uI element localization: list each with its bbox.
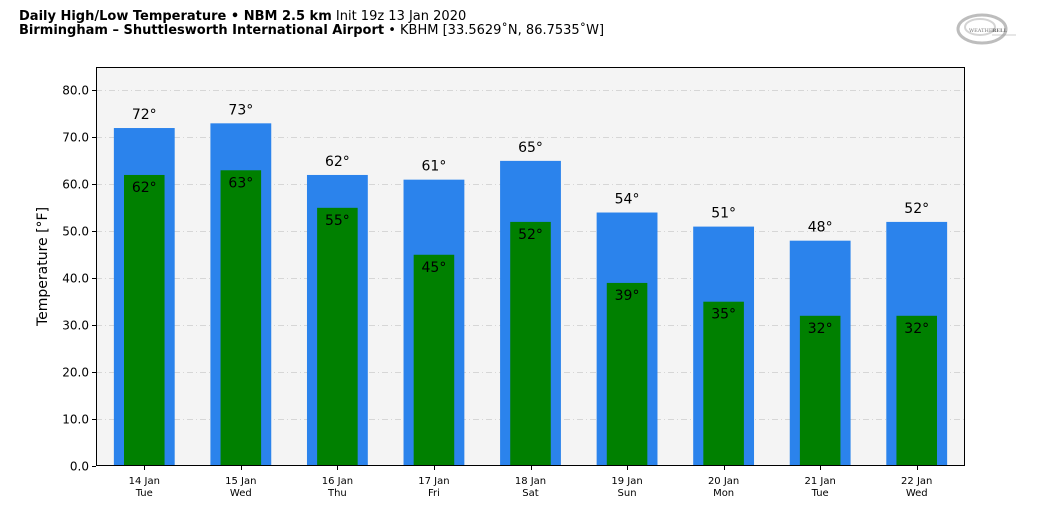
y-tick-label: 40.0 [62, 272, 89, 286]
low-temp-bar [220, 170, 262, 467]
low-temp-label: 32° [904, 321, 929, 337]
y-tick-label: 0.0 [70, 460, 89, 474]
low-temp-label: 39° [615, 288, 640, 304]
low-temp-label: 62° [132, 180, 157, 196]
x-tick-day-label: Fri [428, 488, 440, 499]
data-labels: 72° 62° 73° 63° 62° 55° 61° 45° 65° 52° 54° 39° 51° 3… [132, 102, 929, 336]
axes: 0.0 10.0 20.0 30.0 40.0 50.0 60.0 70.0 80.0 14 Ja… [62, 84, 932, 500]
logo-text-right: BELL [992, 28, 1008, 34]
high-temp-label: 62° [325, 154, 350, 170]
y-tick-label: 10.0 [62, 413, 89, 427]
high-temp-label: 72° [132, 107, 157, 123]
high-temp-label: 51° [711, 206, 736, 222]
x-tick-date-label: 22 Jan [901, 476, 932, 487]
x-tick-date-label: 21 Jan [805, 476, 836, 487]
x-tick-date-label: 15 Jan [225, 476, 256, 487]
x-tick-date-label: 17 Jan [418, 476, 449, 487]
low-temp-label: 55° [325, 213, 350, 229]
y-tick-label: 20.0 [62, 366, 89, 380]
x-tick-day-label: Mon [713, 488, 734, 499]
y-tick-label: 50.0 [62, 225, 89, 239]
x-tick-date-label: 19 Jan [611, 476, 642, 487]
location-line: Birmingham – Shuttlesworth International… [19, 24, 604, 38]
low-temp-bar [606, 282, 648, 466]
x-tick-date-label: 18 Jan [515, 476, 546, 487]
location-name: Birmingham – Shuttlesworth International… [19, 23, 385, 38]
y-tick-label: 80.0 [62, 84, 89, 98]
x-tick-date-label: 16 Jan [322, 476, 353, 487]
low-temp-bar [799, 315, 841, 466]
y-axis-label: Temperature [°F] [35, 207, 51, 327]
high-temp-label: 52° [904, 201, 929, 217]
high-temp-label: 65° [518, 140, 543, 156]
low-temp-bar [317, 207, 358, 466]
x-tick-day-label: Tue [811, 488, 829, 499]
low-temp-bar [896, 315, 937, 466]
high-temp-label: 61° [422, 159, 447, 175]
low-temp-bar [703, 301, 744, 466]
low-temp-bar [510, 221, 551, 466]
weatherbell-logo-icon: WEATHER BELL [956, 13, 1016, 45]
y-tick-label: 70.0 [62, 131, 89, 145]
title-line: Daily High/Low Temperature • NBM 2.5 km … [19, 10, 604, 24]
station-info: • KBHM [33.5629˚N, 86.7535˚W] [388, 23, 605, 38]
logo-text-left: WEATHER [969, 28, 996, 34]
low-temp-label: 45° [422, 260, 447, 276]
x-tick-date-label: 20 Jan [708, 476, 739, 487]
x-tick-day-label: Wed [906, 488, 928, 499]
x-tick-day-label: Wed [230, 488, 252, 499]
x-tick-day-label: Thu [327, 488, 347, 499]
low-temp-label: 63° [228, 175, 253, 191]
y-tick-label: 30.0 [62, 319, 89, 333]
init-time: Init 19z 13 Jan 2020 [335, 9, 467, 24]
high-temp-label: 73° [228, 102, 253, 118]
chart-title: Daily High/Low Temperature • NBM 2.5 km [19, 9, 332, 24]
x-tick-day-label: Sat [522, 488, 538, 499]
x-tick-day-label: Tue [135, 488, 153, 499]
chart-header: Daily High/Low Temperature • NBM 2.5 km … [19, 10, 604, 38]
low-temp-label: 35° [711, 307, 736, 323]
high-temp-label: 54° [615, 192, 640, 208]
low-temp-bar [413, 254, 455, 466]
bars [113, 123, 948, 467]
low-temp-label: 32° [808, 321, 833, 337]
x-tick-day-label: Sun [618, 488, 637, 499]
low-temp-bar [124, 174, 165, 466]
x-tick-date-label: 14 Jan [129, 476, 160, 487]
low-temp-label: 52° [518, 227, 543, 243]
plot-frame [96, 67, 965, 466]
y-tick-label: 60.0 [62, 178, 89, 192]
high-temp-label: 48° [808, 220, 833, 236]
